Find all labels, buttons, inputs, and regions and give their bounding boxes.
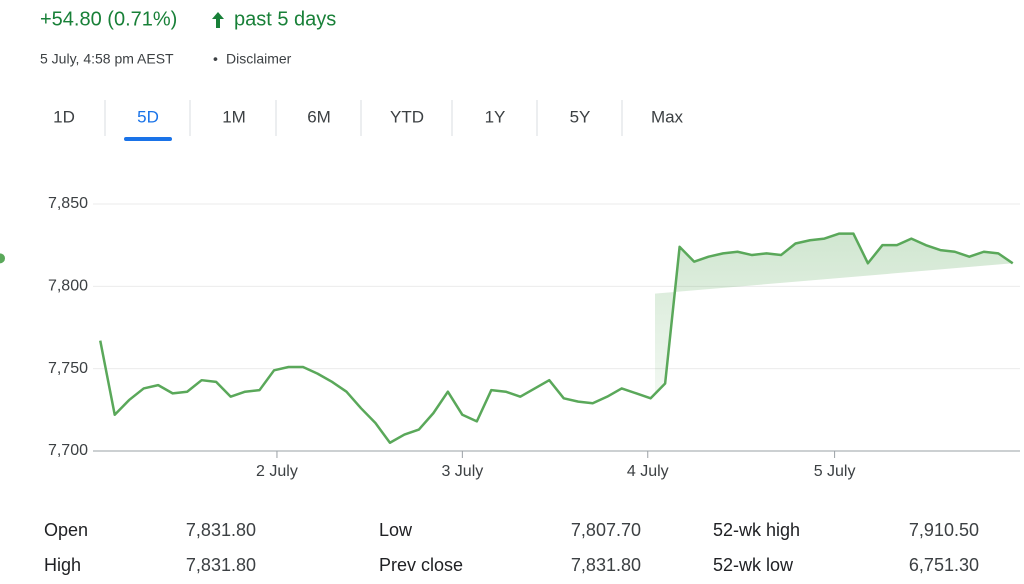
area-fill [655, 233, 1013, 394]
range-tab[interactable]: YTD [390, 107, 424, 126]
stat-label: 52-wk low [713, 555, 794, 575]
y-tick-label: 7,700 [48, 442, 88, 459]
range-tab[interactable]: 1D [53, 107, 75, 126]
x-tick-label: 4 July [627, 463, 669, 480]
price-line [99, 232, 1014, 445]
stat-label: High [44, 555, 81, 575]
stat-label: Low [379, 520, 413, 540]
disclaimer-link[interactable]: Disclaimer [226, 51, 292, 67]
end-dot [0, 253, 5, 264]
stat-value: 7,831.80 [571, 555, 641, 575]
stat-value: 7,831.80 [186, 520, 256, 540]
chart: 7,700 7,750 7,800 7,850 2 July 3 July 4 July 5 … [0, 195, 1020, 480]
range-tab[interactable]: 6M [307, 107, 331, 126]
tab-underline [124, 137, 172, 141]
range-tab[interactable]: Max [651, 107, 684, 126]
stat-value: 7,831.80 [186, 555, 256, 575]
bullet: • [213, 51, 218, 67]
up-arrow [212, 12, 224, 28]
range-tab[interactable]: 1M [222, 107, 246, 126]
timestamp: 5 July, 4:58 pm AEST [40, 51, 174, 67]
stat-value: 6,751.30 [909, 555, 979, 575]
stats-table: Open 7,831.80 High 7,831.80 Low 7,807.70 Prev … [44, 520, 979, 575]
range-tab[interactable]: 5Y [570, 107, 591, 126]
x-tick-label: 5 July [814, 463, 856, 480]
stat-label: Prev close [379, 555, 463, 575]
x-tick-label: 3 July [441, 463, 483, 480]
x-tick-label: 2 July [256, 463, 298, 480]
y-tick-label: 7,850 [48, 195, 88, 212]
stat-label: 52-wk high [713, 520, 800, 540]
stat-label: Open [44, 520, 88, 540]
range-tab[interactable]: 5D [137, 107, 159, 126]
stat-value: 7,807.70 [571, 520, 641, 540]
range-tab[interactable]: 1Y [485, 107, 506, 126]
y-tick-label: 7,750 [48, 360, 88, 377]
stat-value: 7,910.50 [909, 520, 979, 540]
change: +54.80 (0.71%) [40, 8, 177, 30]
period: past 5 days [234, 8, 336, 30]
y-tick-label: 7,800 [48, 278, 88, 295]
range-tabs: 1D 5D 1M 6M YTD 1Y 5Y Max [53, 100, 684, 141]
